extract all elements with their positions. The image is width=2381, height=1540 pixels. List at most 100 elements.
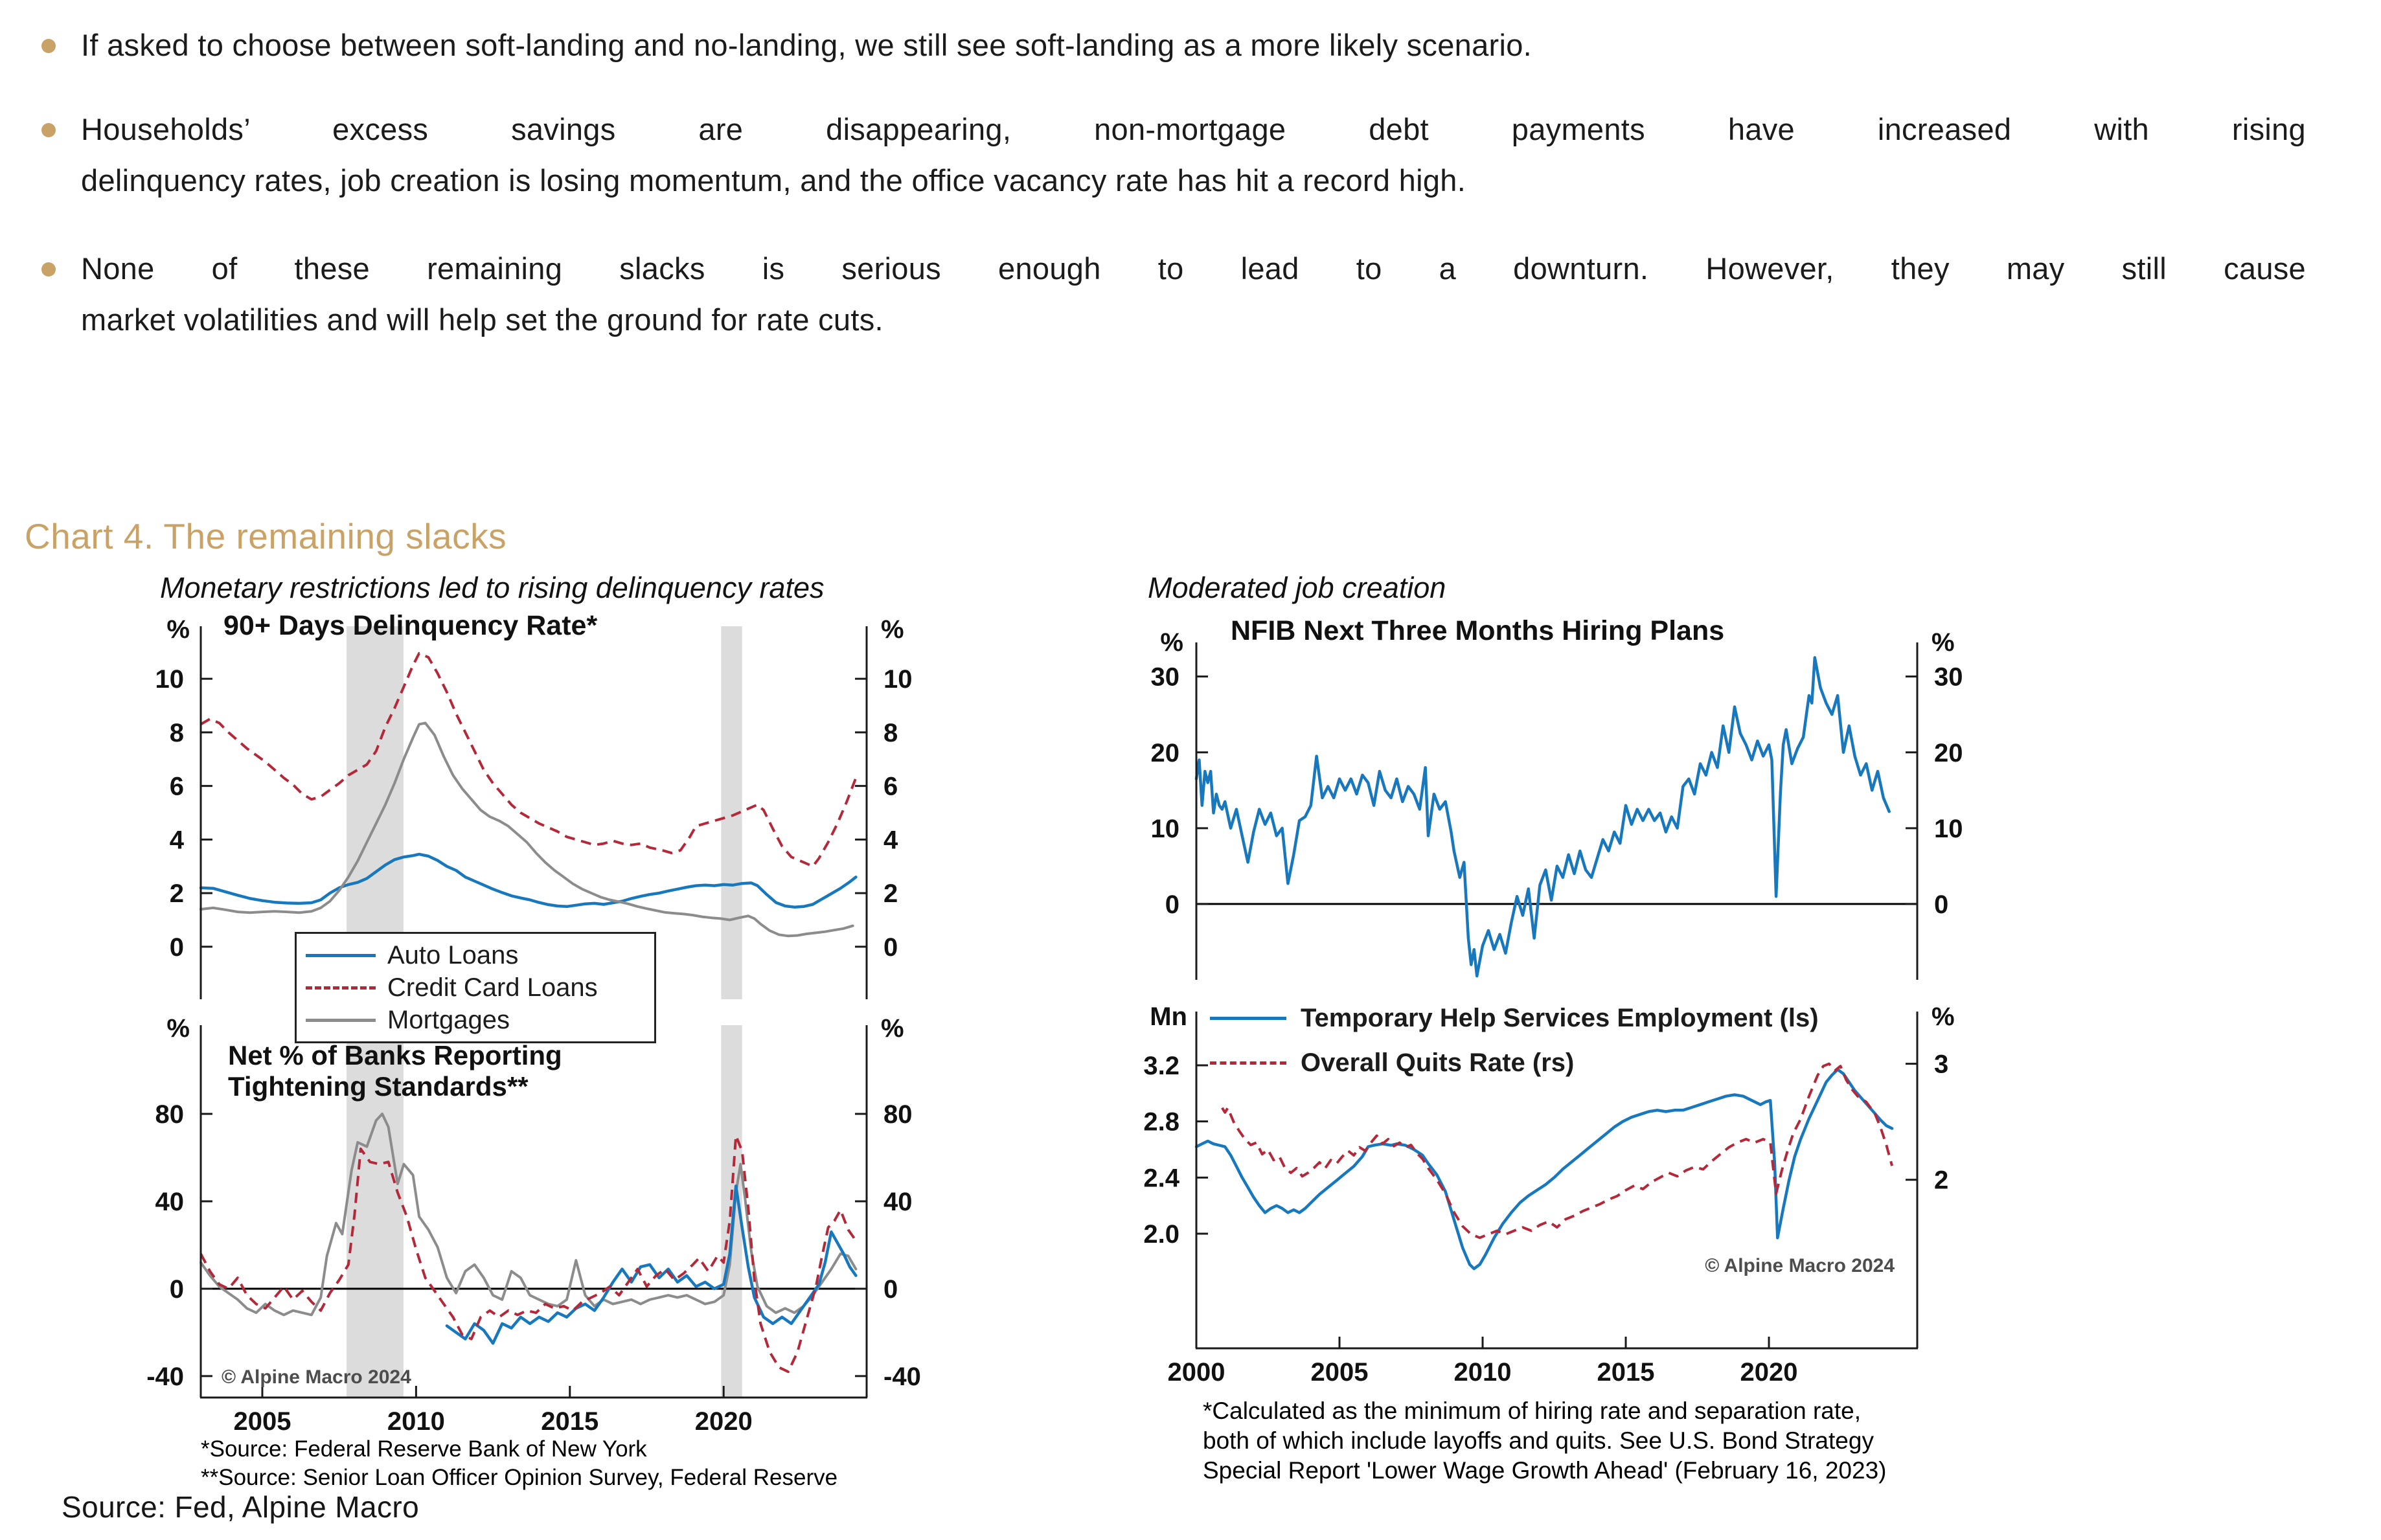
panel-a-left-unit: % <box>166 615 190 644</box>
svg-text:2010: 2010 <box>387 1407 445 1436</box>
bullet-line: If asked to choose between soft-landing … <box>81 28 1532 62</box>
svg-text:0: 0 <box>170 933 184 962</box>
footnote-line: *Calculated as the minimum of hiring rat… <box>1203 1398 1861 1424</box>
footnote-line: Special Report 'Lower Wage Growth Ahead'… <box>1203 1457 1887 1484</box>
chart-heading: Chart 4. The remaining slacks <box>25 516 507 556</box>
svg-text:2005: 2005 <box>1311 1358 1369 1387</box>
svg-text:2.4: 2.4 <box>1143 1164 1179 1192</box>
copyright-note: © Alpine Macro 2024 <box>222 1366 411 1388</box>
svg-text:8: 8 <box>883 719 898 747</box>
svg-text:0: 0 <box>170 1275 184 1304</box>
right-chart-footnote: *Calculated as the minimum of hiring rat… <box>1203 1396 1886 1486</box>
copyright-note: © Alpine Macro 2024 <box>1705 1255 1895 1276</box>
panel-a-right-unit: % <box>881 615 904 644</box>
delinquency-legend: Auto Loans Credit Card Loans Mortgages <box>295 932 656 1043</box>
panel-c-title: NFIB Next Three Months Hiring Plans <box>1231 615 1725 646</box>
svg-text:3.2: 3.2 <box>1143 1052 1179 1080</box>
svg-text:40: 40 <box>883 1188 913 1216</box>
bullet-excess-savings: Households’ excess savings are disappear… <box>41 104 2316 206</box>
svg-text:2015: 2015 <box>541 1407 598 1436</box>
legend-item-auto-loans: Auto Loans <box>306 941 650 970</box>
bullet-remaining-slacks: None of these remaining slacks is seriou… <box>41 243 2316 345</box>
mortgages-line-icon <box>306 1018 376 1022</box>
svg-text:10: 10 <box>155 665 185 694</box>
legend-label: Overall Quits Rate (rs) <box>1301 1048 1575 1077</box>
legend-item-quits-rate: Overall Quits Rate (rs) <box>1210 1048 1819 1078</box>
panel-c-right-unit: % <box>1931 628 1955 657</box>
tightening-standards-chart: -40 0 40 80 -40 0 40 80 2005 2010 2015 2020 <box>146 1025 921 1436</box>
svg-text:0: 0 <box>1165 890 1179 919</box>
footnote-line: both of which include layoffs and quits.… <box>1203 1427 1874 1454</box>
panel-b-left-unit: % <box>166 1014 190 1043</box>
bullet-dot-icon <box>41 123 56 137</box>
credit-card-loans-line-icon <box>306 986 376 990</box>
svg-text:10: 10 <box>883 665 913 694</box>
panel-c-left-unit: % <box>1160 628 1183 657</box>
svg-text:2: 2 <box>883 879 898 908</box>
bullet-line: Households’ excess savings are disappear… <box>81 112 2306 146</box>
svg-text:80: 80 <box>883 1100 913 1129</box>
svg-text:2: 2 <box>1934 1166 1948 1195</box>
legend-label: Mortgages <box>387 1005 510 1034</box>
temp-help-legend: Temporary Help Services Employment (ls) … <box>1210 1004 1819 1078</box>
svg-text:2: 2 <box>170 879 184 908</box>
legend-label: Auto Loans <box>387 940 519 969</box>
legend-item-temp-help: Temporary Help Services Employment (ls) <box>1210 1004 1819 1033</box>
legend-label: Temporary Help Services Employment (ls) <box>1301 1004 1819 1032</box>
svg-text:2015: 2015 <box>1597 1358 1655 1387</box>
panel-b-title-line1: Net % of Banks Reporting <box>228 1040 562 1070</box>
panel-b-title-line2: Tightening Standards** <box>228 1071 529 1102</box>
svg-text:0: 0 <box>1934 890 1948 919</box>
svg-text:20: 20 <box>1151 739 1180 767</box>
svg-text:30: 30 <box>1934 663 1963 692</box>
footnote: **Source: Senior Loan Officer Opinion Su… <box>201 1465 838 1490</box>
legend-item-credit-card-loans: Credit Card Loans <box>306 973 650 1002</box>
slide-source: Source: Fed, Alpine Macro <box>62 1490 420 1524</box>
bullet-dot-icon <box>41 39 56 53</box>
bullet-text: Households’ excess savings are disappear… <box>81 104 2306 206</box>
legend-item-mortgages: Mortgages <box>306 1006 650 1035</box>
svg-text:8: 8 <box>170 719 184 747</box>
svg-text:2020: 2020 <box>695 1407 753 1436</box>
footnote: *Source: Federal Reserve Bank of New Yor… <box>201 1436 647 1462</box>
auto-loans-line-icon <box>306 953 376 957</box>
right-chart-subtitle: Moderated job creation <box>1148 571 1446 604</box>
temp-help-quits-chart: 2.0 2.4 2.8 3.2 2 3 2000 2005 2010 2015 2020 <box>1143 1012 1948 1387</box>
svg-text:10: 10 <box>1151 815 1180 843</box>
svg-text:10: 10 <box>1934 815 1963 843</box>
svg-text:2020: 2020 <box>1740 1358 1798 1387</box>
bullet-line: delinquency rates, job creation is losin… <box>81 163 1466 198</box>
panel-a-title: 90+ Days Delinquency Rate* <box>223 610 598 641</box>
left-chart-subtitle: Monetary restrictions led to rising deli… <box>160 571 825 604</box>
bullet-line: market volatilities and will help set th… <box>81 302 883 337</box>
left-chart-footnotes: *Source: Federal Reserve Bank of New Yor… <box>201 1435 837 1492</box>
svg-text:2005: 2005 <box>233 1407 291 1436</box>
svg-text:0: 0 <box>883 1275 898 1304</box>
panel-d-right-unit: % <box>1931 1002 1955 1031</box>
svg-text:2010: 2010 <box>1454 1358 1512 1387</box>
delinquency-rate-chart: 0 2 4 6 8 10 0 2 4 6 8 10 <box>155 626 913 999</box>
panel-d-left-unit: Mn <box>1150 1002 1187 1031</box>
bullet-text: None of these remaining slacks is seriou… <box>81 243 2306 345</box>
svg-text:30: 30 <box>1151 663 1180 692</box>
bullet-line: None of these remaining slacks is seriou… <box>81 251 2306 286</box>
svg-text:3: 3 <box>1934 1050 1948 1079</box>
svg-text:20: 20 <box>1934 739 1963 767</box>
svg-text:40: 40 <box>155 1188 185 1216</box>
panel-b-right-unit: % <box>881 1014 904 1043</box>
nfib-hiring-plans-chart: 0 10 20 30 0 10 20 30 <box>1151 642 1963 980</box>
quits-rate-line-icon <box>1210 1061 1286 1065</box>
temp-help-line-icon <box>1210 1017 1286 1020</box>
svg-text:4: 4 <box>883 826 898 854</box>
svg-text:2.0: 2.0 <box>1143 1220 1179 1249</box>
svg-text:80: 80 <box>155 1100 185 1129</box>
svg-text:6: 6 <box>170 773 184 801</box>
svg-text:6: 6 <box>883 773 898 801</box>
svg-text:-40: -40 <box>146 1363 184 1391</box>
svg-text:-40: -40 <box>883 1363 921 1391</box>
legend-label: Credit Card Loans <box>387 973 598 1002</box>
bullet-dot-icon <box>41 262 56 277</box>
bullet-text: If asked to choose between soft-landing … <box>81 19 2306 71</box>
svg-text:2000: 2000 <box>1168 1358 1225 1387</box>
svg-text:4: 4 <box>170 826 185 854</box>
